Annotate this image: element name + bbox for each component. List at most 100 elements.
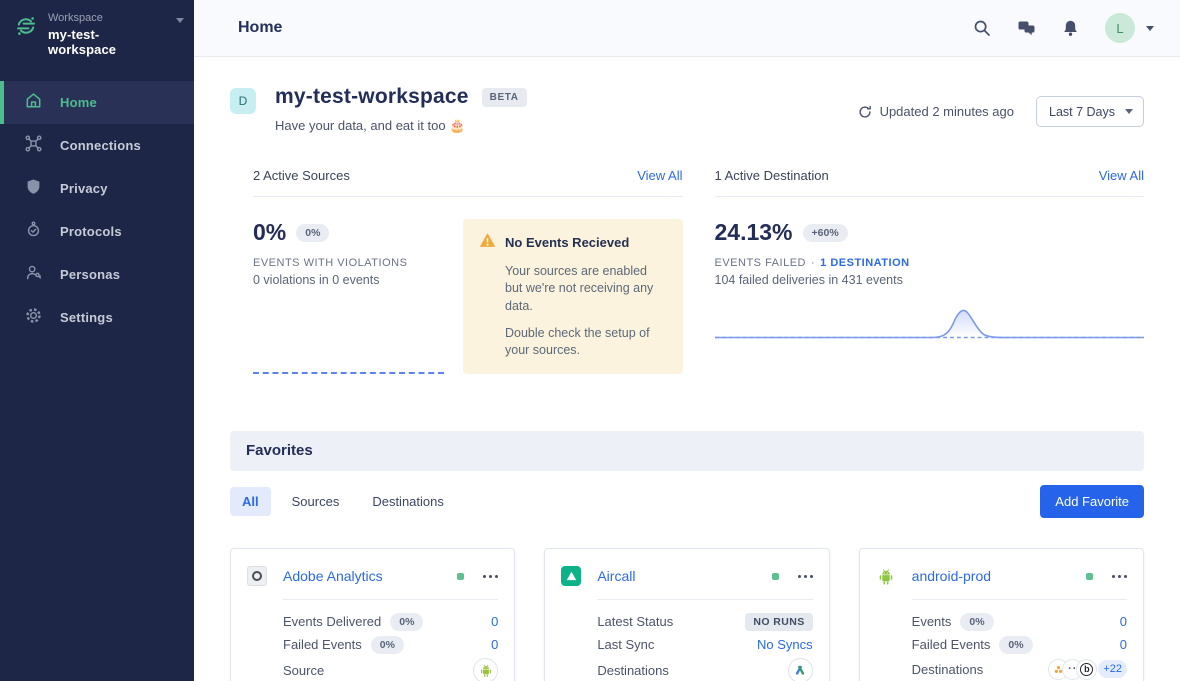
sources-panel-title: 2 Active Sources [253, 168, 350, 183]
tab-sources[interactable]: Sources [280, 487, 352, 516]
protocols-icon [24, 220, 43, 244]
events-failed-delta-badge: +60% [802, 223, 848, 242]
row-value-link[interactable]: 0 [1119, 637, 1127, 653]
card-title-link[interactable]: Adobe Analytics [283, 568, 383, 585]
sidebar-item-protocols[interactable]: Protocols [0, 210, 194, 253]
date-range-select[interactable]: Last 7 Days [1036, 96, 1144, 127]
circled-b-icon[interactable]: b [1076, 658, 1098, 680]
chevron-down-icon [1146, 25, 1154, 31]
tab-destinations[interactable]: Destinations [360, 487, 456, 516]
sources-view-all-link[interactable]: View All [637, 168, 683, 183]
warning-icon [479, 232, 496, 253]
search-icon[interactable] [973, 19, 991, 37]
violations-percent: 0% [253, 219, 287, 245]
workspace-name: my-test-workspace [48, 27, 117, 57]
row-label: Last Sync [597, 637, 655, 653]
row-value-link[interactable]: 0 [491, 614, 499, 630]
android-icon[interactable] [473, 657, 499, 681]
destinations-panel-title: 1 Active Destination [714, 168, 829, 183]
workspace-initial-badge: D [230, 88, 256, 114]
chevron-down-icon [176, 18, 184, 23]
gear-icon [24, 306, 43, 330]
violations-delta-badge: 0% [296, 223, 330, 242]
add-favorite-button[interactable]: Add Favorite [1040, 485, 1144, 519]
card-menu-button[interactable] [1111, 572, 1127, 581]
sidebar-item-label: Protocols [60, 224, 122, 239]
row-label: Events [911, 614, 952, 630]
row-label: Events Delivered [283, 614, 382, 630]
events-failed-label: EVENTS FAILED [714, 257, 806, 269]
percent-badge: 0% [370, 635, 404, 654]
google-ads-icon[interactable] [787, 657, 813, 681]
percent-badge: 0% [390, 612, 424, 631]
sidebar-item-connections[interactable]: Connections [0, 124, 194, 167]
personas-icon [24, 263, 43, 287]
violations-label: EVENTS WITH VIOLATIONS [253, 257, 408, 269]
warning-callout: No Events Recieved Your sources are enab… [463, 219, 683, 375]
tab-all[interactable]: All [230, 487, 271, 517]
main-content: D my-test-workspace BETA Have your data,… [194, 57, 1180, 681]
status-dot [457, 572, 465, 580]
row-label: Source [283, 662, 325, 678]
android-icon [876, 566, 896, 586]
row-label: Destinations [911, 661, 984, 677]
row-label: Failed Events [911, 637, 991, 653]
events-failed-subtext: 104 failed deliveries in 431 events [714, 273, 903, 287]
sidebar-item-label: Connections [60, 138, 141, 153]
warning-body-2: Double check the setup of your sources. [505, 325, 650, 357]
bell-icon[interactable] [1062, 19, 1079, 37]
violations-subtext: 0 violations in 0 events [253, 273, 380, 287]
sidebar-item-home[interactable]: Home [0, 81, 194, 124]
destinations-view-all-link[interactable]: View All [1098, 168, 1144, 183]
favorites-header: Favorites [230, 431, 1144, 472]
card-menu-button[interactable] [797, 572, 813, 581]
percent-badge: 0% [960, 612, 994, 631]
favorite-card-adobe-analytics: Adobe Analytics Events Delivered 0% 0 Fa… [230, 548, 516, 681]
row-value-link[interactable]: 0 [1119, 614, 1127, 630]
page-title: Home [238, 19, 283, 36]
card-menu-button[interactable] [483, 572, 499, 581]
favorite-card-android-prod: android-prod Events 0% 0 Failed Events 0… [858, 548, 1144, 681]
overflow-count[interactable]: +22 [1098, 660, 1127, 679]
sources-panel: 2 Active Sources View All 0% 0% EVENTS W… [253, 168, 683, 375]
sidebar-item-settings[interactable]: Settings [0, 296, 194, 339]
warning-body-1: Your sources are enabled but we're not r… [505, 264, 654, 313]
sidebar-item-label: Settings [60, 310, 113, 325]
sidebar: Workspace my-test-workspace Home [0, 0, 194, 681]
sidebar-item-privacy[interactable]: Privacy [0, 167, 194, 210]
row-value-link[interactable]: 0 [491, 637, 499, 653]
adobe-analytics-icon [247, 566, 267, 587]
sidebar-item-label: Personas [60, 267, 121, 282]
events-failed-percent: 24.13% [714, 219, 793, 245]
row-label: Latest Status [597, 614, 674, 630]
workspace-label: Workspace [48, 12, 103, 24]
refresh-icon[interactable] [858, 105, 872, 119]
label-separator: · [810, 257, 816, 269]
sidebar-item-label: Home [60, 95, 97, 110]
destination-count-link[interactable]: 1 DESTINATION [820, 257, 910, 269]
destination-icon-cluster: ·· b +22 [1048, 658, 1127, 680]
status-dot [1085, 572, 1093, 580]
connections-icon [24, 134, 43, 158]
card-title-link[interactable]: android-prod [911, 568, 992, 585]
percent-badge: 0% [999, 635, 1033, 654]
sidebar-item-label: Privacy [60, 181, 108, 196]
chevron-down-icon [1125, 109, 1133, 114]
no-runs-badge: NO RUNS [745, 612, 813, 631]
no-syncs-link[interactable]: No Syncs [757, 637, 813, 653]
topbar: Home L [194, 0, 1180, 57]
user-menu[interactable]: L [1105, 13, 1154, 43]
workspace-switcher[interactable]: Workspace my-test-workspace [0, 0, 194, 71]
status-dot [771, 572, 779, 580]
chat-icon[interactable] [1017, 19, 1036, 37]
violations-sparkline [253, 372, 444, 375]
avatar[interactable]: L [1105, 13, 1135, 43]
card-title-link[interactable]: Aircall [597, 568, 636, 585]
events-failed-sparkline [714, 309, 1144, 339]
beta-badge: BETA [481, 87, 527, 107]
sidebar-nav: Home Connections Privacy [0, 81, 194, 339]
destinations-panel: 1 Active Destination View All 24.13% +60… [714, 168, 1144, 374]
sidebar-item-personas[interactable]: Personas [0, 253, 194, 296]
row-label: Destinations [597, 662, 669, 678]
aircall-icon [561, 566, 582, 587]
